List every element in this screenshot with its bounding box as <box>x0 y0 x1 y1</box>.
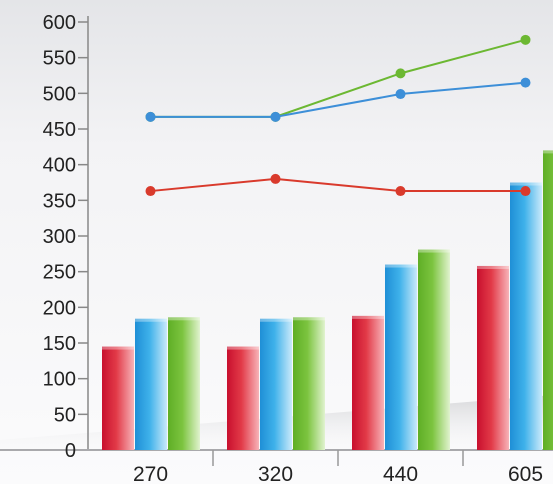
bars <box>102 150 553 450</box>
y-tick-label: 350 <box>43 190 76 212</box>
x-tick-label: 320 <box>258 463 293 484</box>
series-point <box>520 77 531 88</box>
y-tick-label: 250 <box>43 262 76 284</box>
bar-top-highlight <box>385 264 417 268</box>
bar-top-highlight <box>510 182 542 186</box>
y-tick-label: 100 <box>43 369 76 391</box>
series-point <box>395 186 406 197</box>
y-tick-label: 550 <box>43 48 76 70</box>
series-point <box>270 111 281 122</box>
y-tick-label: 0 <box>65 440 76 462</box>
bar-top-highlight <box>293 317 325 321</box>
bar-top-highlight <box>418 249 450 253</box>
bar <box>293 317 325 450</box>
x-tick-label: 440 <box>383 463 418 484</box>
series-point <box>520 34 531 45</box>
bar-top-highlight <box>543 150 553 154</box>
y-tick-label: 300 <box>43 226 76 248</box>
y-tick-label: 400 <box>43 155 76 177</box>
series-point <box>145 186 156 197</box>
series-point <box>395 89 406 100</box>
bar-top-highlight <box>135 318 167 322</box>
series-line <box>150 81 526 118</box>
bar-top-highlight <box>477 265 509 269</box>
bar <box>418 249 450 450</box>
y-tick-label: 600 <box>43 12 76 34</box>
labels: 0 50 100 150 200 250 300 350 400 450 500 550 600 270 3… <box>43 12 543 484</box>
y-tick-label: 500 <box>43 83 76 105</box>
series-line <box>150 177 526 193</box>
bar <box>102 346 134 450</box>
y-tick-label: 200 <box>43 297 76 319</box>
bar-top-highlight <box>102 346 134 350</box>
bar <box>260 318 292 450</box>
series-point <box>145 111 156 122</box>
y-tick-label: 450 <box>43 119 76 141</box>
bar <box>385 264 417 450</box>
lines <box>145 34 531 197</box>
y-tick-label: 50 <box>54 404 76 426</box>
bar-top-highlight <box>352 315 384 319</box>
bar <box>227 346 259 450</box>
bar <box>510 182 542 450</box>
x-tick-label: 270 <box>133 463 168 484</box>
bar <box>135 318 167 450</box>
bar-top-highlight <box>260 318 292 322</box>
x-tick-label: 605 <box>508 463 543 484</box>
series-point <box>395 68 406 79</box>
y-tick-label: 150 <box>43 333 76 355</box>
series-point <box>520 186 531 197</box>
bar <box>543 150 553 450</box>
bar-top-highlight <box>168 317 200 321</box>
bar-top-highlight <box>227 346 259 350</box>
bar <box>352 315 384 450</box>
bar <box>477 265 509 450</box>
bar <box>168 317 200 450</box>
series-point <box>270 173 281 184</box>
